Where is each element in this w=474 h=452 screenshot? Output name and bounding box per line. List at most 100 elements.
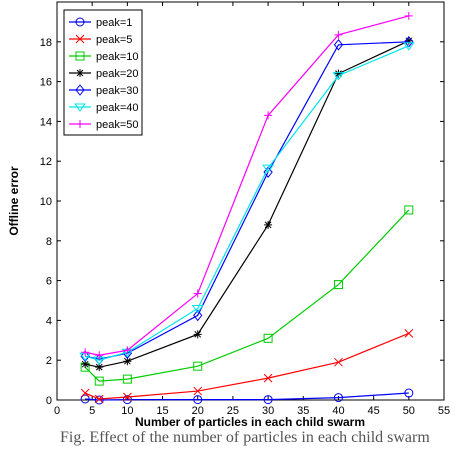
data-point-x bbox=[404, 328, 414, 338]
legend-label: peak=5 bbox=[96, 34, 132, 46]
y-tick-label: 18 bbox=[40, 37, 52, 49]
data-point-triangle bbox=[74, 103, 86, 112]
legend-label: peak=50 bbox=[96, 119, 139, 131]
data-point-triangle bbox=[332, 72, 345, 81]
data-point-circle bbox=[263, 395, 273, 405]
data-point-x bbox=[193, 386, 203, 396]
data-point-square bbox=[94, 376, 104, 386]
series-group bbox=[79, 11, 415, 405]
data-point-square bbox=[333, 280, 343, 290]
series-peak-5 bbox=[80, 328, 414, 404]
legend-item: peak=30 bbox=[69, 84, 139, 97]
data-point-plus bbox=[404, 11, 413, 20]
data-point-circle bbox=[404, 388, 414, 398]
legend-item: peak=40 bbox=[69, 102, 139, 114]
series-line bbox=[84, 45, 410, 361]
data-point-square bbox=[404, 205, 414, 215]
series-peak-1 bbox=[80, 388, 414, 405]
data-point-plus bbox=[95, 351, 104, 360]
y-tick-label: 10 bbox=[40, 196, 52, 208]
data-point-circle bbox=[94, 395, 104, 405]
legend-item: peak=20 bbox=[69, 68, 139, 80]
data-point-circle bbox=[122, 395, 132, 405]
line-chart: 0 5 10 15 20 25 30 35 40 45 50 55 0 2 4 6 8 10 12 14 16 18 pe… bbox=[7, 1, 450, 428]
data-point-star bbox=[81, 360, 90, 369]
data-point-plus bbox=[193, 289, 202, 298]
y-tick-label: 2 bbox=[46, 355, 52, 367]
figure-caption: Fig. Effect of the number of particles i… bbox=[60, 429, 430, 446]
data-point-x bbox=[75, 34, 85, 44]
data-point-x bbox=[334, 357, 343, 367]
data-point-triangle bbox=[402, 42, 415, 51]
data-point-diamond bbox=[75, 84, 85, 96]
legend-item: peak=50 bbox=[69, 119, 139, 131]
series-peak-10 bbox=[80, 205, 414, 386]
legend-label: peak=1 bbox=[96, 17, 132, 29]
data-point-diamond bbox=[404, 35, 414, 48]
legend-item: peak=1 bbox=[69, 17, 132, 29]
data-point-circle bbox=[80, 394, 90, 404]
data-point-plus bbox=[123, 346, 132, 355]
data-point-triangle bbox=[191, 304, 204, 314]
data-point-diamond bbox=[263, 166, 273, 178]
series-line bbox=[84, 209, 410, 382]
x-tick-label: 20 bbox=[192, 405, 204, 417]
legend: peak=1 peak=5 peak=10 peak=20 peak=30 peak=40… bbox=[63, 9, 143, 136]
data-point-x bbox=[80, 388, 90, 398]
legend-item: peak=10 bbox=[69, 51, 139, 63]
y-tick-label: 6 bbox=[46, 276, 52, 288]
data-point-square bbox=[75, 51, 85, 61]
y-tick-label: 8 bbox=[46, 236, 52, 248]
x-tick-label: 40 bbox=[332, 405, 344, 417]
legend-label: peak=40 bbox=[96, 102, 139, 114]
data-point-diamond bbox=[80, 350, 90, 363]
data-point-x bbox=[94, 394, 104, 404]
data-point-triangle bbox=[262, 164, 275, 174]
data-point-diamond bbox=[122, 347, 133, 360]
legend-label: peak=10 bbox=[96, 51, 139, 63]
x-tick-label: 0 bbox=[54, 405, 60, 417]
y-tick-label: 16 bbox=[40, 77, 52, 89]
x-tick-label: 25 bbox=[227, 405, 239, 417]
legend-item: peak=5 bbox=[69, 34, 132, 46]
x-tick-label: 45 bbox=[368, 405, 380, 417]
data-point-star bbox=[404, 36, 413, 45]
y-tick-label: 14 bbox=[40, 116, 52, 128]
data-point-plus bbox=[334, 30, 343, 39]
data-point-star bbox=[264, 220, 273, 229]
series-peak-50 bbox=[81, 11, 413, 360]
y-axis-title: Offline error bbox=[7, 166, 21, 236]
y-tick-label: 0 bbox=[46, 395, 52, 407]
data-point-star bbox=[193, 330, 202, 339]
x-axis-title: Number of particles in each child swarm bbox=[135, 415, 365, 428]
x-tick-label: 50 bbox=[403, 405, 415, 417]
data-point-plus bbox=[264, 111, 273, 120]
data-point-square bbox=[263, 333, 273, 343]
y-tick-label: 4 bbox=[46, 315, 52, 327]
data-point-square bbox=[122, 374, 132, 384]
data-point-square bbox=[193, 361, 203, 371]
data-point-diamond bbox=[193, 309, 203, 322]
data-point-x bbox=[263, 373, 273, 383]
data-point-circle bbox=[193, 395, 203, 405]
x-tick-label: 15 bbox=[156, 405, 168, 417]
data-point-star bbox=[95, 363, 104, 372]
data-point-x bbox=[123, 392, 132, 402]
data-point-star bbox=[76, 69, 84, 77]
x-tick-label: 30 bbox=[262, 405, 274, 417]
x-tick-label: 5 bbox=[89, 405, 95, 417]
axes: 0 5 10 15 20 25 30 35 40 45 50 55 0 2 4 6 8 10 12 14 16 18 bbox=[40, 2, 450, 417]
legend-label: peak=30 bbox=[96, 85, 139, 97]
series-line bbox=[85, 392, 409, 401]
x-tick-label: 55 bbox=[438, 405, 450, 417]
data-point-diamond bbox=[333, 38, 344, 51]
data-point-plus bbox=[81, 348, 90, 357]
y-tick-label: 12 bbox=[40, 156, 52, 168]
data-point-star bbox=[123, 357, 132, 366]
data-point-star bbox=[334, 69, 343, 78]
data-point-plus bbox=[76, 120, 84, 128]
legend-label: peak=20 bbox=[96, 68, 139, 80]
data-point-circle bbox=[75, 17, 85, 27]
x-tick-label: 35 bbox=[297, 405, 309, 417]
data-point-circle bbox=[333, 393, 343, 403]
